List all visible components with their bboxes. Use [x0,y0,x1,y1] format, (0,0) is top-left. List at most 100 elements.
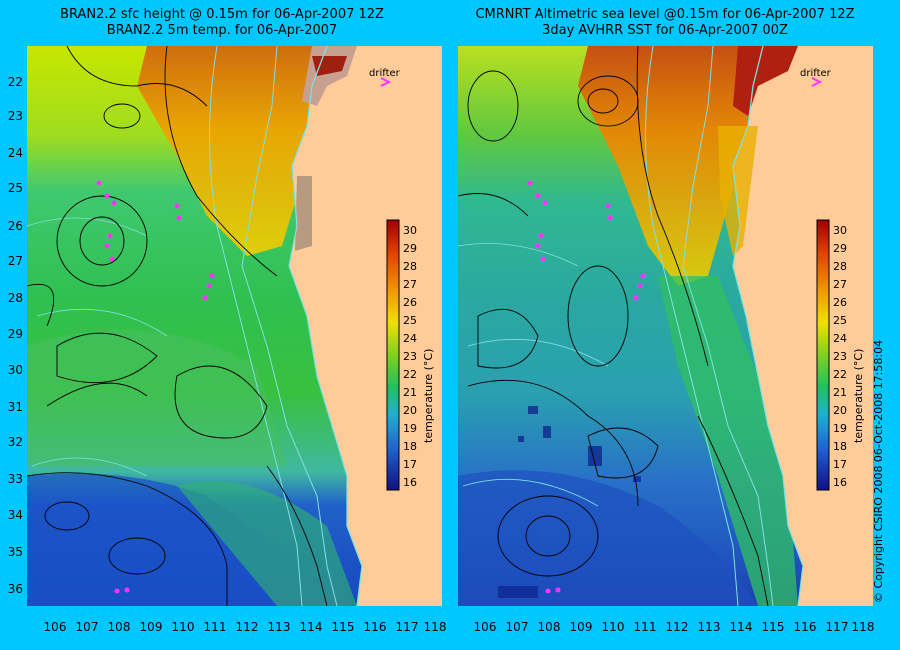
drifter-point [607,215,613,221]
drifter-point [527,180,533,186]
drifter-point [104,243,110,249]
contour [697,415,769,606]
colorbar-tick: 22 [403,368,417,381]
drifter-point [109,256,115,262]
contour [56,195,148,287]
sea-level-contours [27,46,328,606]
drifter-point [114,588,120,594]
left-map-svg: drifter [27,46,442,606]
colorbar-tick: 24 [833,332,847,345]
colorbar-tick: 20 [833,404,847,417]
drifter-point [209,273,215,279]
colorbar-tick: 29 [403,242,417,255]
contour [174,365,268,439]
green-shelf-region [658,276,798,606]
colorbar-tick: 26 [833,296,847,309]
contour [587,88,619,114]
drifter-point [555,587,561,593]
cool-green-region [27,330,287,466]
cold-patch [543,426,551,438]
colorbar-scale [386,219,400,491]
lat-tick: 35 [7,545,23,559]
colorbar-tick: 29 [833,242,847,255]
colorbar-tick: 23 [833,350,847,363]
lon-tick: 116 [793,620,817,634]
lon-tick: 115 [761,620,785,634]
colorbar-tick: 17 [833,458,847,471]
drifter-point [202,295,208,301]
lon-tick: 114 [729,620,753,634]
colorbar-tick: 19 [833,422,847,435]
sea-level-contours [458,46,769,606]
isobath-line [241,46,338,606]
cold-patch [518,436,524,442]
colorbar-tick: 19 [403,422,417,435]
cold-patch [498,586,538,598]
drifter-legend-marker [811,77,823,87]
colorbar-ticks: 30 29 28 27 26 25 24 23 22 21 20 19 18 1… [403,224,417,489]
contour [266,465,328,606]
contour [164,46,278,277]
colorbar-tick: 27 [833,278,847,291]
lat-tick: 33 [7,472,23,486]
lon-tick: 114 [299,620,323,634]
isobath-line [645,46,739,606]
cold-blue-region [458,470,758,606]
lon-tick: 108 [537,620,561,634]
contour [458,193,529,217]
drifter-point [176,215,182,221]
contour [108,537,166,575]
lat-tick: 22 [7,75,23,89]
contour [27,284,55,327]
drifter-point [124,587,130,593]
drifter-point [535,243,541,249]
colorbar-label: temperature (°C) [422,349,435,443]
cold-patch [528,406,538,414]
lat-tick: 36 [7,582,23,596]
land-mass [289,46,442,606]
left-title-line2: BRAN2.2 5m temp. for 06-Apr-2007 [106,23,338,38]
colorbar-tick: 21 [833,386,847,399]
drifter-legend-marker [380,77,392,87]
drifter-point [104,193,110,199]
contour [44,501,90,531]
drifter-point [633,295,639,301]
drifter-tracks [96,180,215,594]
lon-tick: 111 [633,620,657,634]
colorbar-tick: 28 [833,260,847,273]
contour [27,472,228,606]
contour [66,46,208,107]
lon-tick: 109 [139,620,163,634]
drifter-point [538,233,544,239]
lon-tick: 106 [473,620,497,634]
isobath-line [27,217,168,477]
colorbar-tick: 17 [403,458,417,471]
warm-water-region [578,46,758,286]
lat-tick: 25 [7,181,23,195]
drifter-point [174,203,180,209]
lat-tick: 26 [7,219,23,233]
cold-patch [633,476,641,482]
contour [477,308,539,369]
colorbar-tick: 25 [833,314,847,327]
colorbar-tick: 16 [403,476,417,489]
cape-region [295,176,312,251]
right-title-line1: CMRNRT Altimetric sea level @0.15m for 0… [475,7,855,22]
contour [56,332,158,384]
contour [497,495,599,577]
drifter-legend-label: drifter [800,68,832,79]
lon-tick: 106 [43,620,67,634]
lon-tick: 117 [395,620,419,634]
lon-tick: 110 [171,620,195,634]
isobath-line [209,46,303,606]
colorbar-tick: 30 [833,224,847,237]
left-map-panel: drifter [27,46,442,606]
lat-tick: 34 [7,508,23,522]
drifter-point [107,233,113,239]
lon-tick: 108 [107,620,131,634]
drifter-point [535,193,541,199]
left-panel-title: BRAN2.2 sfc height @ 0.15m for 06-Apr-20… [2,7,442,39]
lon-tick: 113 [267,620,291,634]
drifter-point [640,273,646,279]
right-panel-title: CMRNRT Altimetric sea level @0.15m for 0… [445,7,885,39]
